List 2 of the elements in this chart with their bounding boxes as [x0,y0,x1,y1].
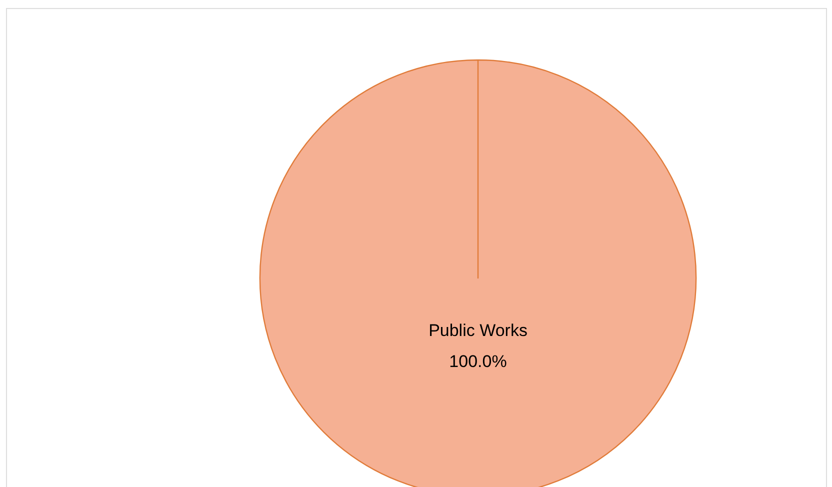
data-label: 100.0% [449,352,507,371]
slice-label: Public Works [428,321,528,340]
